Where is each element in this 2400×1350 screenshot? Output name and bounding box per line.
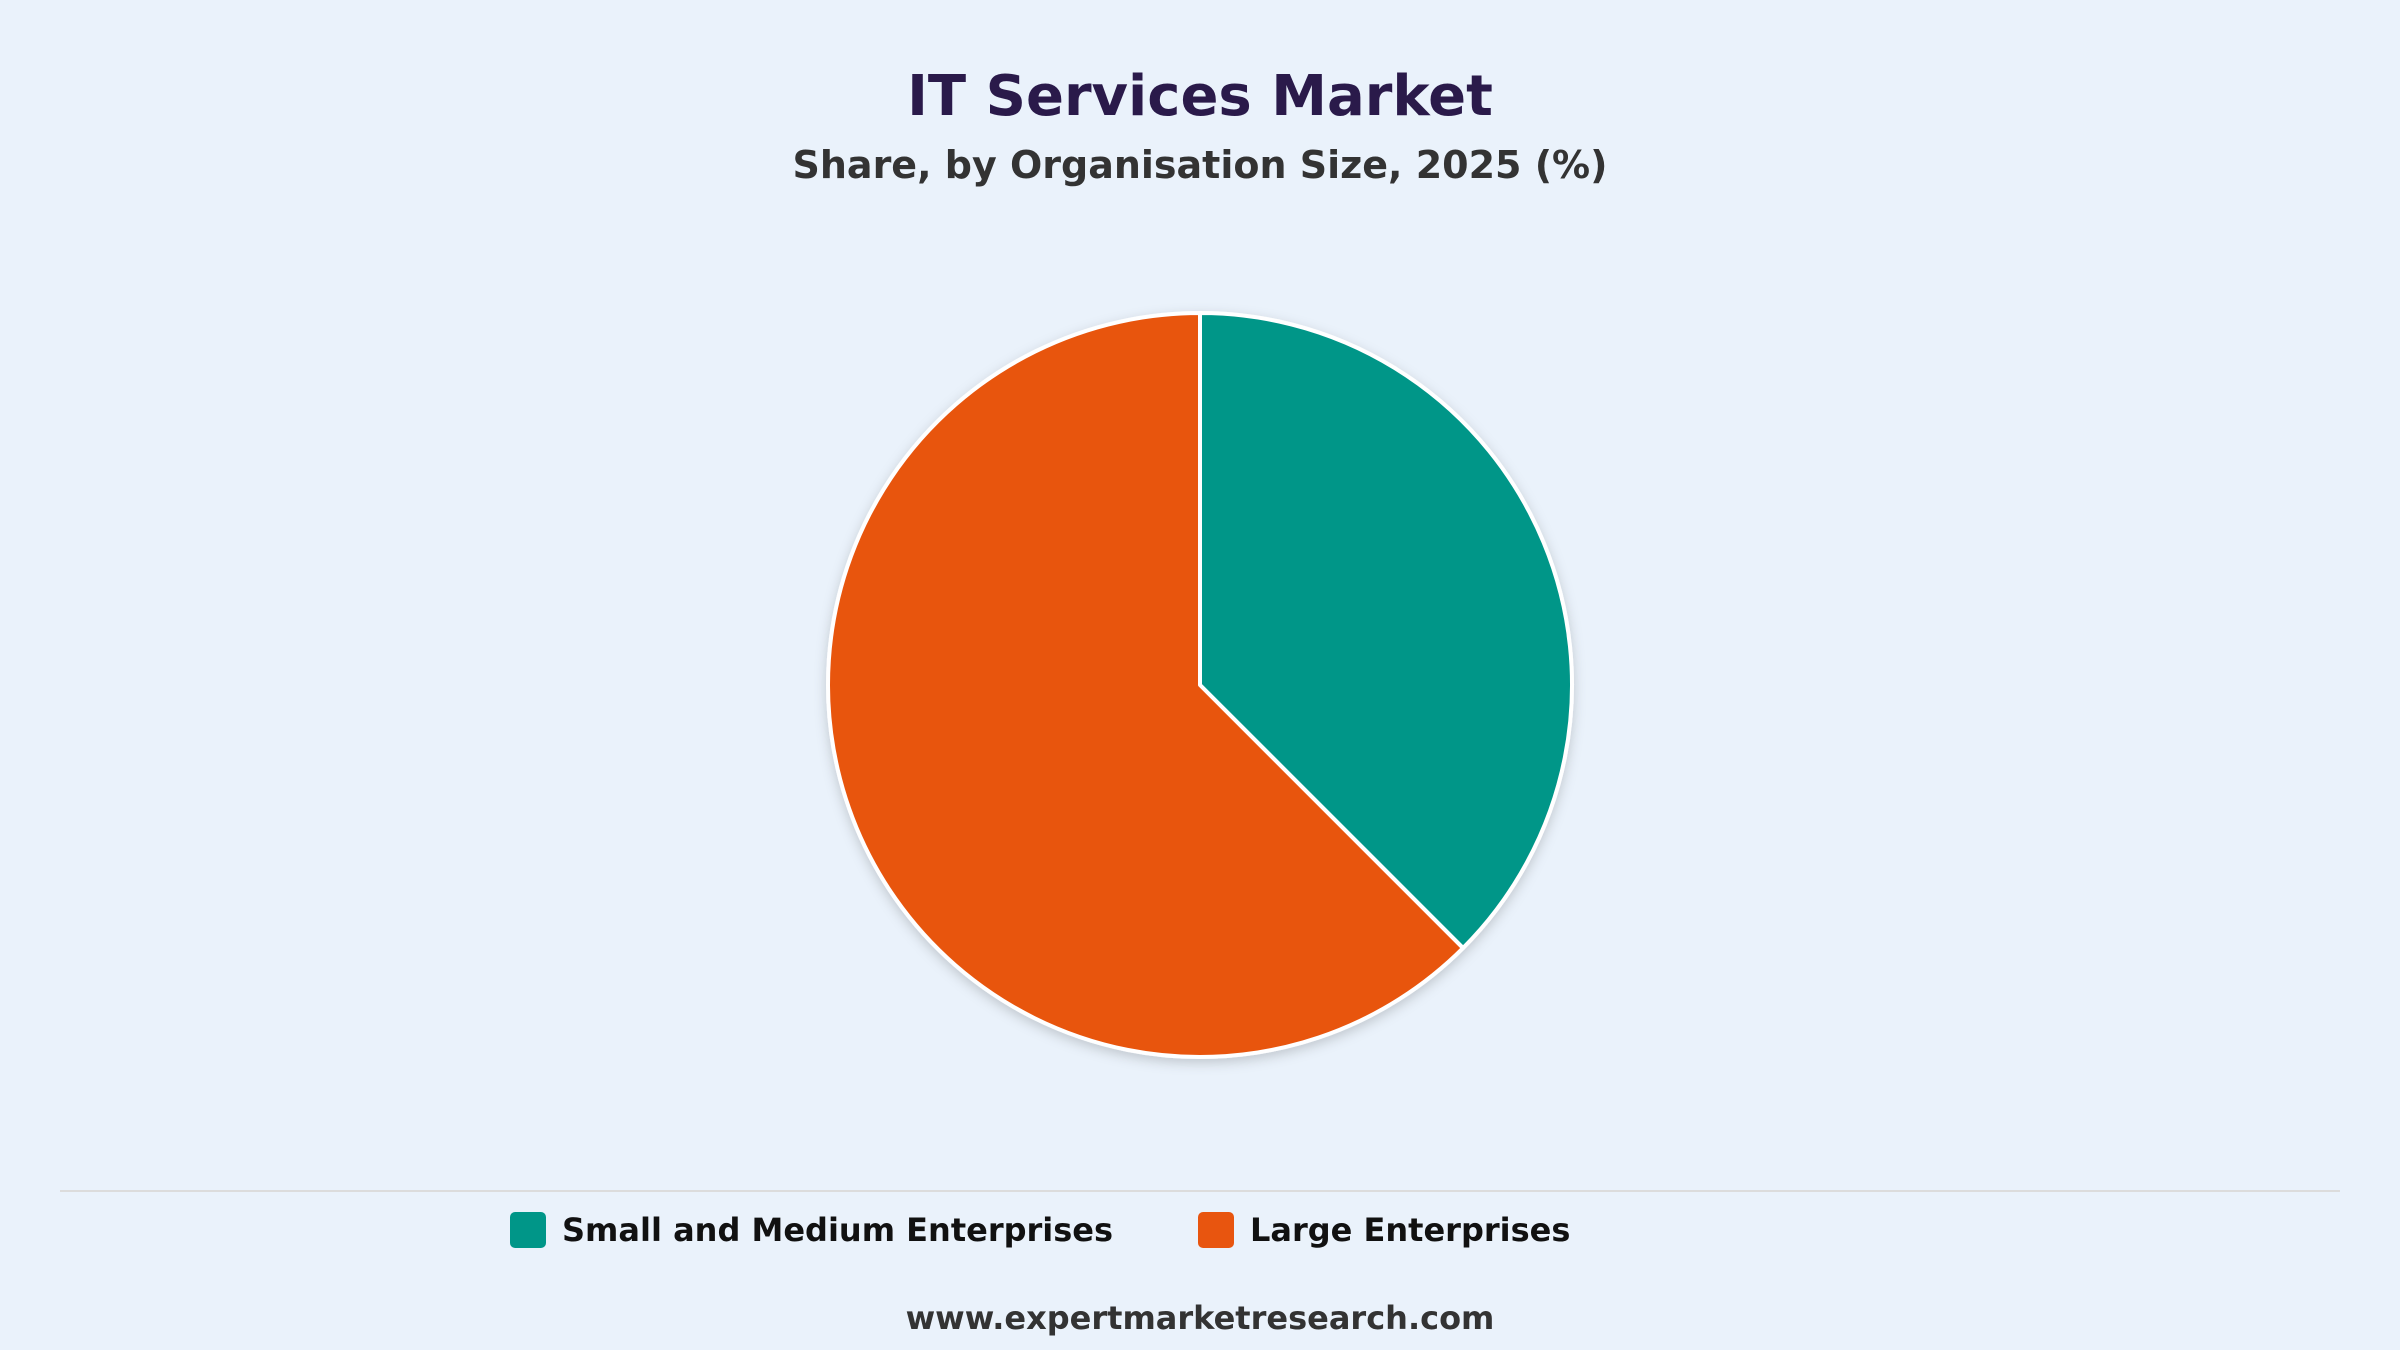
pie-slice-large-enterprises (826, 311, 1466, 1059)
legend-item-small-and-medium-enterprises: Small and Medium Enterprises (510, 1206, 1113, 1254)
legend-swatch-large-enterprises (1198, 1212, 1234, 1248)
pie-slice-small-and-medium-enterprises (1198, 311, 1574, 951)
pie-slices (826, 311, 1574, 1059)
legend-label: Large Enterprises (1250, 1211, 1571, 1249)
legend-swatch-small-and-medium-enterprises (510, 1212, 546, 1248)
legend-divider (60, 1190, 2340, 1192)
source-url: www.expertmarketresearch.com (905, 1299, 1495, 1337)
pie-chart (826, 311, 1574, 1059)
legend-item-large-enterprises: Large Enterprises (1198, 1206, 1570, 1254)
legend-label: Small and Medium Enterprises (562, 1211, 1114, 1249)
chart-title: IT Services Market (907, 64, 1493, 129)
chart-subtitle: Share, by Organisation Size, 2025 (%) (792, 143, 1608, 187)
